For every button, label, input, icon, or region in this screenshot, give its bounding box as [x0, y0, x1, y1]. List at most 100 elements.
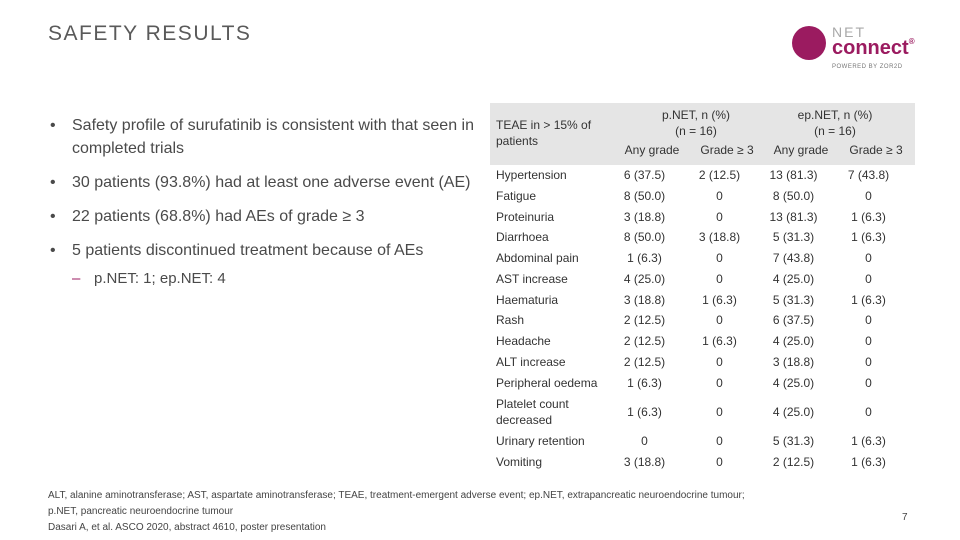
table-cell: 0 — [716, 376, 723, 390]
table-cell: 0 — [865, 405, 872, 419]
table-cell: 4 (25.0) — [772, 272, 815, 286]
page-title: SAFETY RESULTS — [48, 22, 252, 45]
table-cell: 5 (31.3) — [772, 434, 815, 448]
table-row: Headache 2 (12.5) 1 (6.3) 4 (25.0) 0 — [490, 331, 915, 352]
table-cell: 2 (12.5) — [623, 355, 666, 369]
table-row: Platelet count decreased 1 (6.3) 0 4 (25.0)… — [490, 394, 915, 431]
logo-line3: POWERED BY ZOR2D — [832, 64, 903, 70]
table-cell: 0 — [865, 376, 872, 390]
row-label: Headache — [496, 334, 551, 348]
table-cell: 6 (37.5) — [772, 313, 815, 327]
table-cell: 5 (31.3) — [772, 293, 815, 307]
table-cell: 13 (81.3) — [769, 168, 818, 182]
table-cell: 0 — [716, 272, 723, 286]
table-cell: 8 (50.0) — [623, 189, 666, 203]
table-cell: 3 (18.8) — [623, 293, 666, 307]
subheader: Any grade — [624, 143, 680, 157]
table-cell: 6 (37.5) — [623, 168, 666, 182]
table-cell: 1 (6.3) — [851, 293, 886, 307]
table-cell: 1 (6.3) — [627, 251, 662, 265]
table-cell: 1 (6.3) — [851, 434, 886, 448]
subheader: Grade ≥ 3 — [700, 143, 754, 157]
table-cell: 0 — [865, 251, 872, 265]
bullet-item: • 5 patients discontinued treatment becau… — [50, 242, 424, 259]
table-cell: 4 (25.0) — [772, 334, 815, 348]
table-cell: 0 — [716, 355, 723, 369]
table-cell: 7 (43.8) — [847, 168, 890, 182]
row-label: Proteinuria — [496, 210, 555, 224]
table-cell: 1 (6.3) — [702, 293, 737, 307]
row-label: Hypertension — [496, 168, 567, 182]
table-cell: 0 — [716, 210, 723, 224]
table-cell: 1 (6.3) — [627, 405, 662, 419]
table-cell: 3 (18.8) — [623, 455, 666, 469]
bullet-item: • Safety profile of surufatinib is consis… — [50, 117, 474, 157]
table-cell: 7 (43.8) — [772, 251, 815, 265]
table-cell: 0 — [641, 434, 648, 448]
row-label: Haematuria — [496, 293, 559, 307]
table-row: Abdominal pain 1 (6.3) 0 7 (43.8) 0 — [490, 248, 915, 269]
page-number: 7 — [902, 512, 908, 523]
table-row: Diarrhoea 8 (50.0) 3 (18.8) 5 (31.3) 1 (6.3) — [490, 227, 915, 248]
logo-line2: connect® — [832, 37, 915, 59]
row-label: Peripheral oedema — [496, 376, 598, 390]
table-cell: 8 (50.0) — [772, 189, 815, 203]
table-cell: 1 (6.3) — [627, 376, 662, 390]
bullet-item: • 30 patients (93.8%) had at least one ad… — [50, 174, 471, 191]
subheader: Grade ≥ 3 — [849, 143, 903, 157]
table-row: Fatigue 8 (50.0) 0 8 (50.0) 0 — [490, 186, 915, 207]
table-cell: 8 (50.0) — [623, 230, 666, 244]
header-label: TEAE in > 15% of patients — [496, 118, 592, 148]
table-cell: 3 (18.8) — [698, 230, 741, 244]
row-label: Urinary retention — [496, 434, 585, 448]
table-cell: 4 (25.0) — [772, 405, 815, 419]
table-row: Hypertension 6 (37.5) 2 (12.5) 13 (81.3) 7 (… — [490, 165, 915, 186]
table-cell: 1 (6.3) — [702, 334, 737, 348]
table-cell: 3 (18.8) — [772, 355, 815, 369]
table-cell: 2 (12.5) — [623, 313, 666, 327]
table-cell: 2 (12.5) — [698, 168, 741, 182]
table-header: TEAE in > 15% of patients p.NET, n (%) (n… — [490, 103, 915, 165]
table-cell: 13 (81.3) — [769, 210, 818, 224]
table-cell: 4 (25.0) — [623, 272, 666, 286]
table-cell: 2 (12.5) — [772, 455, 815, 469]
table-cell: 4 (25.0) — [772, 376, 815, 390]
table-cell: 0 — [716, 405, 723, 419]
netconnect-logo: NET connect® POWERED BY ZOR2D — [792, 24, 922, 80]
logo-line1: NET — [832, 24, 866, 40]
table-cell: 5 (31.3) — [772, 230, 815, 244]
table-row: AST increase 4 (25.0) 0 4 (25.0) 0 — [490, 269, 915, 290]
row-label: AST increase — [496, 272, 568, 286]
sub-bullet-item: – p.NET: 1; ep.NET: 4 — [72, 270, 226, 287]
table-row: Proteinuria 3 (18.8) 0 13 (81.3) 1 (6.3) — [490, 207, 915, 227]
table-cell: 0 — [865, 355, 872, 369]
row-label: Abdominal pain — [496, 251, 579, 265]
table-row: ALT increase 2 (12.5) 0 3 (18.8) 0 — [490, 352, 915, 373]
table-row: Haematuria 3 (18.8) 1 (6.3) 5 (31.3) 1 (6.3) — [490, 290, 915, 310]
table-row: Vomiting 3 (18.8) 0 2 (12.5) 1 (6.3) — [490, 452, 915, 473]
table-cell: 0 — [716, 455, 723, 469]
row-label: Rash — [496, 313, 525, 327]
row-label: Diarrhoea — [496, 230, 549, 244]
table-cell: 2 (12.5) — [623, 334, 666, 348]
table-cell: 0 — [716, 313, 723, 327]
subheader: Any grade — [773, 143, 829, 157]
bullet-item: • 22 patients (68.8%) had AEs of grade ≥ … — [50, 208, 365, 225]
table-cell: 1 (6.3) — [851, 230, 886, 244]
group-header-epnet: ep.NET, n (%) (n = 16) — [797, 108, 873, 138]
row-label: ALT increase — [496, 355, 566, 369]
table-cell: 0 — [865, 272, 872, 286]
table-row: Peripheral oedema 1 (6.3) 0 4 (25.0) 0 — [490, 373, 915, 394]
table-cell: 0 — [865, 313, 872, 327]
row-label: Platelet count decreased — [496, 397, 569, 427]
table-cell: 0 — [716, 189, 723, 203]
footnote: ALT, alanine aminotransferase; AST, aspa… — [48, 490, 745, 533]
table-row: Urinary retention 0 0 5 (31.3) 1 (6.3) — [490, 431, 915, 452]
table-cell: 0 — [716, 434, 723, 448]
table-cell: 0 — [716, 251, 723, 265]
group-header-pnet: p.NET, n (%) (n = 16) — [661, 108, 730, 138]
table-cell: 1 (6.3) — [851, 455, 886, 469]
table-cell: 3 (18.8) — [623, 210, 666, 224]
logo-emblem-icon — [792, 26, 826, 60]
table-cell: 1 (6.3) — [851, 210, 886, 224]
